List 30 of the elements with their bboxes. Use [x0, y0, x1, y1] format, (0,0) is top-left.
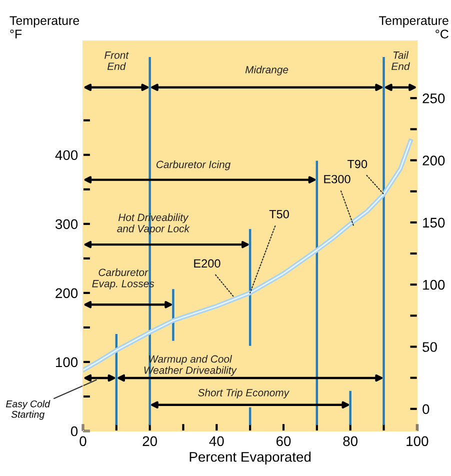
x-tick-label: 60	[276, 436, 291, 446]
y2-axis-title: Temperature °C	[379, 16, 448, 38]
x-tick-label: 80	[343, 436, 358, 446]
x-tick-label: 40	[209, 436, 224, 446]
y2-tick-label: 0	[422, 404, 430, 414]
annotation: Short Trip Economy	[198, 388, 290, 398]
y-tick-label: 400	[55, 150, 78, 160]
y2-tick-label: 50	[422, 342, 437, 352]
y-tick-label: 0	[70, 426, 78, 436]
annotation: Front End	[104, 52, 129, 70]
y2-tick-label: 150	[423, 218, 445, 228]
y2-tick-label: 200	[422, 156, 445, 166]
annotation: Midrange	[245, 66, 288, 76]
x-tick-label: 100	[406, 436, 428, 446]
annotation: T90	[347, 160, 368, 168]
y-tick-label: 100	[56, 357, 78, 368]
annotation: E200	[194, 259, 220, 268]
annotation: T50	[269, 210, 289, 218]
y-tick-label: 200	[56, 288, 78, 298]
y2-tick-label: 250	[422, 93, 445, 104]
x-axis-title: Percent Evaporated	[190, 452, 311, 465]
x-tick-label: 0	[80, 436, 86, 446]
annotation: Tail End	[392, 51, 410, 70]
y-axis-title: Temperature °F	[10, 16, 80, 38]
text: Easy Cold Starting	[6, 400, 50, 420]
annotation: Carburetor Icing	[156, 160, 231, 170]
y-tick-label: 300	[55, 219, 78, 230]
annotation: E300	[324, 174, 350, 184]
y2-tick-label: 100	[423, 280, 445, 290]
x-tick-label: 20	[142, 436, 158, 446]
